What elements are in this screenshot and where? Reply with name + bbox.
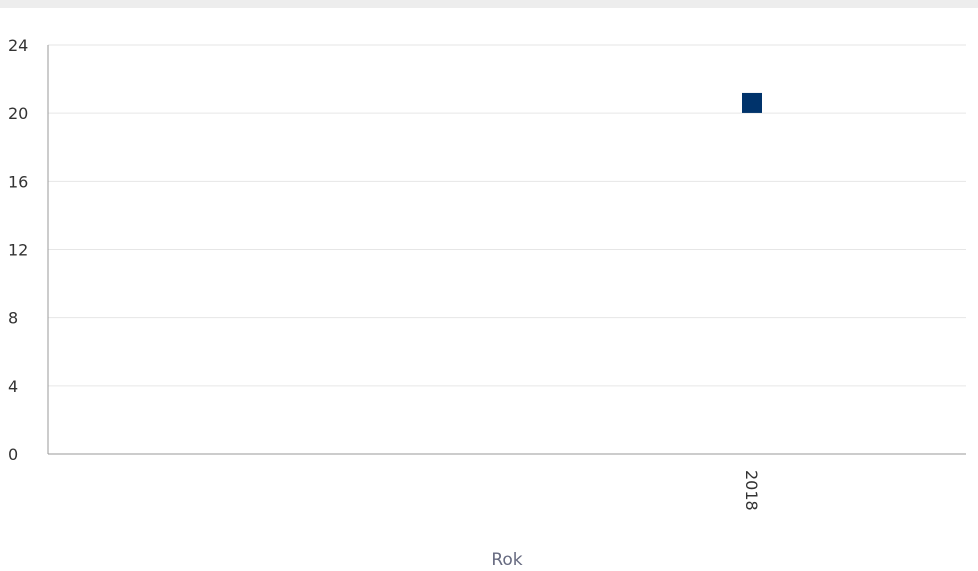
y-tick-label: 4 [8,377,18,396]
y-tick-label: 20 [8,104,28,123]
y-tick-label: 0 [8,445,18,464]
grid-lines [48,44,966,387]
y-tick-label: 8 [8,309,18,328]
x-axis-title: Rok [491,550,522,570]
top-divider-strip [0,0,978,8]
x-tick-label: 2018 [742,470,761,511]
y-tick-label: 12 [8,241,28,260]
data-points [742,92,762,113]
x-axis-tick-labels: 2018 [742,470,761,511]
y-tick-label: 24 [8,36,28,55]
y-axis-tick-labels: 0 4 8 12 16 20 24 [8,36,28,464]
data-point-2018[interactable] [742,92,762,113]
y-tick-label: 16 [8,172,28,191]
